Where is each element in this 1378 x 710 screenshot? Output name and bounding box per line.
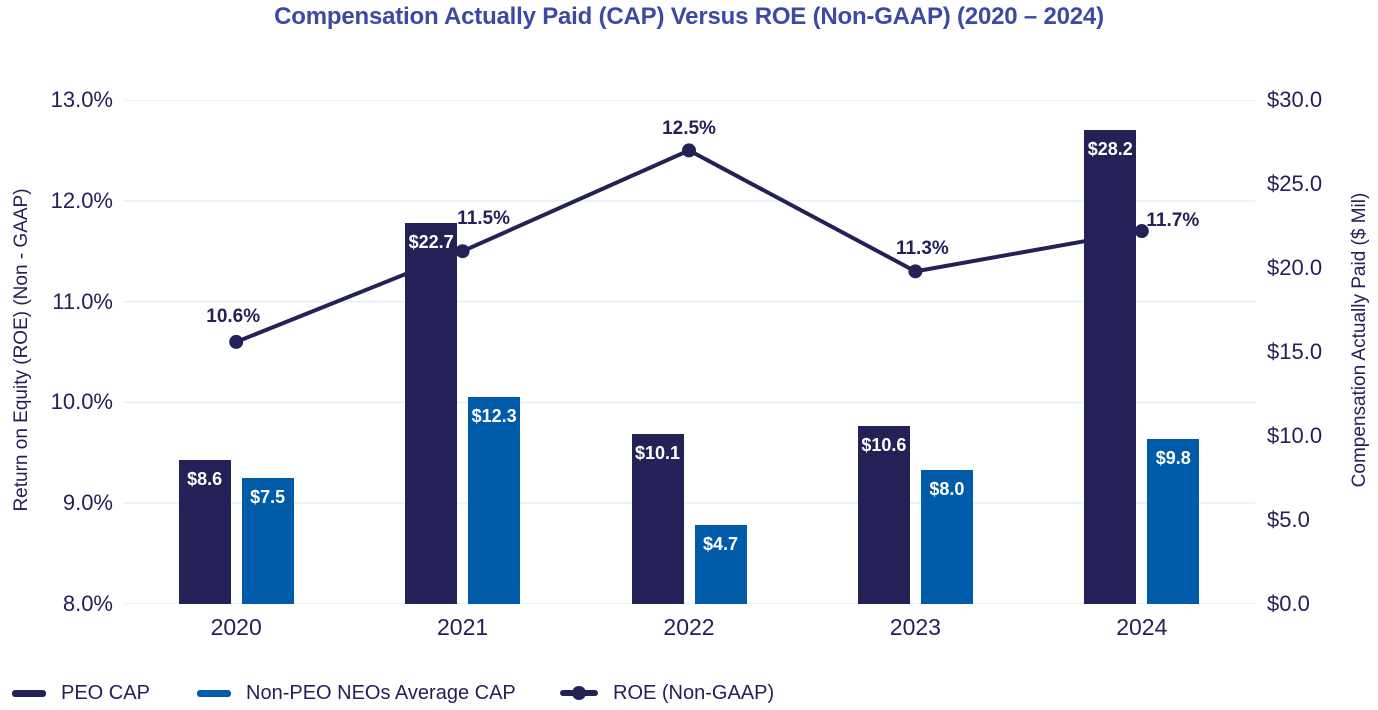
left-axis-tick: 9.0% xyxy=(62,490,113,516)
legend-item-peo-cap: PEO CAP xyxy=(12,678,150,708)
left-axis-tick: 13.0% xyxy=(50,87,113,112)
legend-line-marker-icon xyxy=(560,686,598,700)
right-axis-tick: $10.0 xyxy=(1267,423,1323,448)
bar-peo-cap-2023: $10.6 xyxy=(857,425,910,604)
right-axis-tick: $20.0 xyxy=(1267,255,1323,280)
roe-point-2021 xyxy=(455,244,470,259)
x-label-2020: 2020 xyxy=(210,614,262,640)
left-axis-tick: 8.0% xyxy=(62,591,113,616)
bar-value-label: $7.5 xyxy=(250,487,286,507)
bar-value-label: $4.7 xyxy=(702,534,739,555)
chart-title: Compensation Actually Paid (CAP) Versus … xyxy=(274,3,1104,30)
x-axis-labels: 2020 2021 2022 2023 2024 xyxy=(123,614,1255,644)
roe-line xyxy=(235,148,1143,344)
roe-value-label-2020: 10.6% xyxy=(206,305,261,327)
bar-peo-cap-2020: $8.6 xyxy=(178,459,231,604)
roe-point-2023 xyxy=(908,264,923,279)
right-axis-tick: $25.0 xyxy=(1267,171,1323,196)
legend-item-roe: ROE (Non-GAAP) xyxy=(560,678,774,708)
bar-value-label: $28.2 xyxy=(1087,139,1133,160)
bar-value-label: $8.6 xyxy=(187,468,223,489)
bar-value-label: $8.0 xyxy=(929,478,965,499)
bar-non-peo-cap-2022: $4.7 xyxy=(694,525,747,604)
right-axis-tick: $30.0 xyxy=(1267,87,1323,112)
x-label-2022: 2022 xyxy=(663,614,715,640)
bar-value-label: $22.7 xyxy=(408,231,454,252)
bar-non-peo-cap-2024: $9.8 xyxy=(1147,439,1200,604)
legend-item-non-peo-cap: Non-PEO NEOs Average CAP xyxy=(197,678,516,708)
bar-value-label: $10.6 xyxy=(861,434,907,455)
roe-point-2020 xyxy=(229,334,244,349)
roe-value-label-2024: 11.7% xyxy=(1146,210,1200,232)
left-axis-tick: 10.0% xyxy=(50,389,113,415)
roe-value-label-2022: 12.5% xyxy=(662,118,716,140)
left-axis-tick: 12.0% xyxy=(50,187,113,213)
bar-non-peo-cap-2023: $8.0 xyxy=(920,469,973,604)
legend-bar-swatch-icon xyxy=(12,689,46,697)
bar-peo-cap-2024: $28.2 xyxy=(1084,130,1137,604)
x-label-2023: 2023 xyxy=(889,614,941,640)
left-axis-tick: 11.0% xyxy=(52,288,113,314)
legend-bar-swatch-icon xyxy=(197,689,231,697)
roe-point-2022 xyxy=(682,143,696,158)
x-label-2024: 2024 xyxy=(1116,614,1168,640)
roe-value-label-2021: 11.5% xyxy=(457,208,511,230)
bar-value-label: $9.8 xyxy=(1155,448,1191,469)
right-axis-tick: $15.0 xyxy=(1267,339,1323,364)
legend-label: PEO CAP xyxy=(61,681,150,704)
legend-line-dot xyxy=(572,686,586,700)
bar-non-peo-cap-2020: $7.5 xyxy=(241,478,294,604)
bar-peo-cap-2022: $10.1 xyxy=(631,434,684,604)
legend: PEO CAP Non-PEO NEOs Average CAP ROE (Non-… xyxy=(0,678,1378,708)
plot-canvas xyxy=(123,100,1255,604)
bar-non-peo-cap-2021: $12.3 xyxy=(468,397,521,604)
plot-area: $8.6 $22.7 $10.1 $10.6 $28.2 $7.5 $12.3 $4.7 $8.… xyxy=(123,100,1255,604)
bar-value-label: $12.3 xyxy=(471,406,517,427)
right-axis-tick: $5.0 xyxy=(1267,507,1310,532)
right-axis-tick: $0.0 xyxy=(1267,591,1310,616)
left-axis-ticks: 13.0% 12.0% 11.0% 10.0% 9.0% 8.0% xyxy=(0,87,113,616)
legend-label: ROE (Non-GAAP) xyxy=(613,681,775,704)
bar-value-label: $10.1 xyxy=(634,443,681,464)
roe-point-2024 xyxy=(1134,224,1149,239)
bar-peo-cap-2021: $22.7 xyxy=(405,222,458,604)
legend-label: Non-PEO NEOs Average CAP xyxy=(246,681,516,704)
right-axis-ticks: $30.0 $25.0 $20.0 $15.0 $10.0 $5.0 $0.0 xyxy=(1267,87,1377,616)
roe-value-label-2023: 11.3% xyxy=(895,238,949,260)
x-label-2021: 2021 xyxy=(437,614,489,640)
